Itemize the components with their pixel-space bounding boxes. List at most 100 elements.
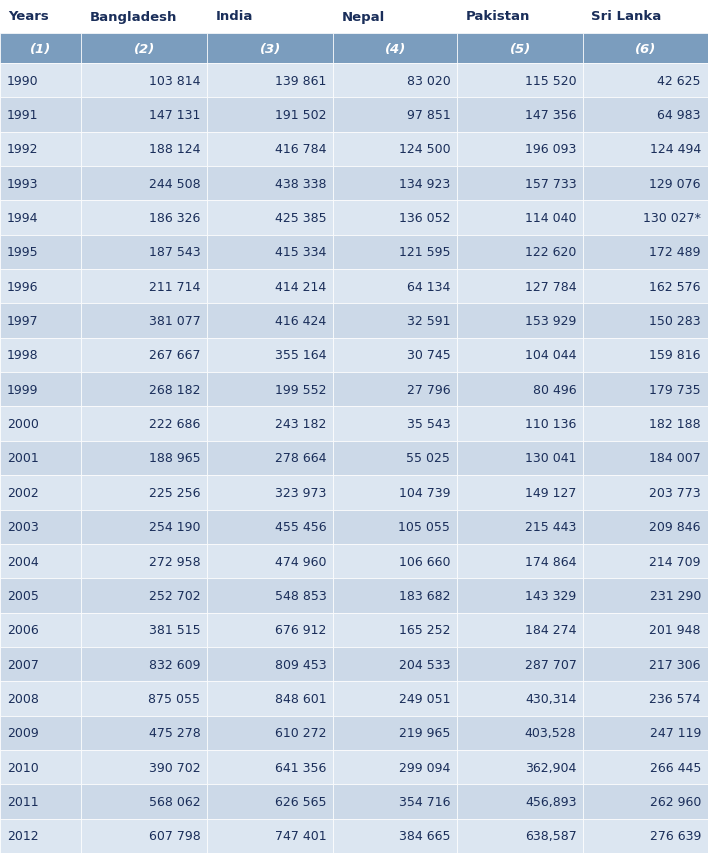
Text: 129 076: 129 076 <box>649 177 701 190</box>
Bar <box>583 441 708 476</box>
Bar <box>0 270 81 304</box>
Bar <box>583 304 708 339</box>
Text: 35 543: 35 543 <box>406 418 450 431</box>
Text: 414 214: 414 214 <box>275 281 326 293</box>
Text: 676 912: 676 912 <box>275 624 326 636</box>
Bar <box>457 64 583 98</box>
Bar <box>457 407 583 441</box>
Bar <box>81 647 207 682</box>
Text: 32 591: 32 591 <box>407 315 450 328</box>
Bar <box>457 716 583 750</box>
Bar <box>457 819 583 853</box>
Text: 219 965: 219 965 <box>399 727 450 740</box>
Bar <box>583 167 708 201</box>
Text: 136 052: 136 052 <box>399 212 450 225</box>
Text: 1994: 1994 <box>7 212 38 225</box>
Bar <box>207 373 333 407</box>
Text: 323 973: 323 973 <box>275 486 326 499</box>
Text: 182 188: 182 188 <box>649 418 701 431</box>
Bar <box>583 132 708 167</box>
Bar <box>457 34 583 64</box>
Bar <box>333 34 457 64</box>
Text: 268 182: 268 182 <box>149 383 200 397</box>
Bar <box>207 578 333 612</box>
Text: 149 127: 149 127 <box>525 486 576 499</box>
Bar <box>457 304 583 339</box>
Text: 626 565: 626 565 <box>275 795 326 808</box>
Text: 225 256: 225 256 <box>149 486 200 499</box>
Bar <box>207 682 333 716</box>
Text: 416 424: 416 424 <box>275 315 326 328</box>
Bar <box>457 339 583 373</box>
Text: 139 861: 139 861 <box>275 74 326 88</box>
Text: 381 077: 381 077 <box>149 315 200 328</box>
Text: 1992: 1992 <box>7 143 38 156</box>
Bar <box>333 373 457 407</box>
Text: 30 745: 30 745 <box>406 349 450 362</box>
Text: 276 639: 276 639 <box>650 829 701 843</box>
Bar <box>0 132 81 167</box>
Bar <box>81 510 207 544</box>
Bar <box>333 578 457 612</box>
Bar <box>457 750 583 785</box>
Text: 179 735: 179 735 <box>649 383 701 397</box>
Text: 153 929: 153 929 <box>525 315 576 328</box>
Text: 187 543: 187 543 <box>149 247 200 259</box>
Text: 455 456: 455 456 <box>275 520 326 534</box>
Text: 2004: 2004 <box>7 555 39 568</box>
Bar <box>0 339 81 373</box>
Bar <box>81 441 207 476</box>
Text: 186 326: 186 326 <box>149 212 200 225</box>
Bar <box>583 578 708 612</box>
Bar <box>0 167 81 201</box>
Text: 2008: 2008 <box>7 692 39 705</box>
Bar <box>583 201 708 235</box>
Bar <box>207 510 333 544</box>
Text: 809 453: 809 453 <box>275 658 326 670</box>
Bar <box>0 750 81 785</box>
Bar <box>583 64 708 98</box>
Text: 244 508: 244 508 <box>149 177 200 190</box>
Text: 390 702: 390 702 <box>149 761 200 774</box>
Bar <box>333 270 457 304</box>
Text: 27 796: 27 796 <box>406 383 450 397</box>
Text: 183 682: 183 682 <box>399 589 450 602</box>
Text: 147 356: 147 356 <box>525 109 576 122</box>
Text: 1997: 1997 <box>7 315 39 328</box>
Text: 1993: 1993 <box>7 177 38 190</box>
Text: 430,314: 430,314 <box>525 692 576 705</box>
Bar <box>207 750 333 785</box>
Text: 425 385: 425 385 <box>275 212 326 225</box>
Bar <box>0 201 81 235</box>
Text: 2000: 2000 <box>7 418 39 431</box>
Text: 104 739: 104 739 <box>399 486 450 499</box>
Bar <box>583 235 708 270</box>
Bar <box>583 510 708 544</box>
Text: India: India <box>215 10 253 24</box>
Bar <box>333 235 457 270</box>
Text: 362,904: 362,904 <box>525 761 576 774</box>
Text: 2005: 2005 <box>7 589 39 602</box>
Bar <box>0 304 81 339</box>
Bar <box>333 201 457 235</box>
Text: 249 051: 249 051 <box>399 692 450 705</box>
Text: 2011: 2011 <box>7 795 39 808</box>
Text: 55 025: 55 025 <box>406 452 450 465</box>
Text: 475 278: 475 278 <box>149 727 200 740</box>
Text: 278 664: 278 664 <box>275 452 326 465</box>
Text: 2007: 2007 <box>7 658 39 670</box>
Text: 159 816: 159 816 <box>649 349 701 362</box>
Text: Years: Years <box>8 10 49 24</box>
Text: 266 445: 266 445 <box>650 761 701 774</box>
Bar <box>81 0 207 34</box>
Bar <box>333 167 457 201</box>
Bar <box>583 647 708 682</box>
Text: 287 707: 287 707 <box>525 658 576 670</box>
Text: 747 401: 747 401 <box>275 829 326 843</box>
Bar <box>333 441 457 476</box>
Text: Nepal: Nepal <box>341 10 384 24</box>
Text: 456,893: 456,893 <box>525 795 576 808</box>
Bar <box>81 34 207 64</box>
Bar <box>333 98 457 132</box>
Bar <box>333 476 457 510</box>
